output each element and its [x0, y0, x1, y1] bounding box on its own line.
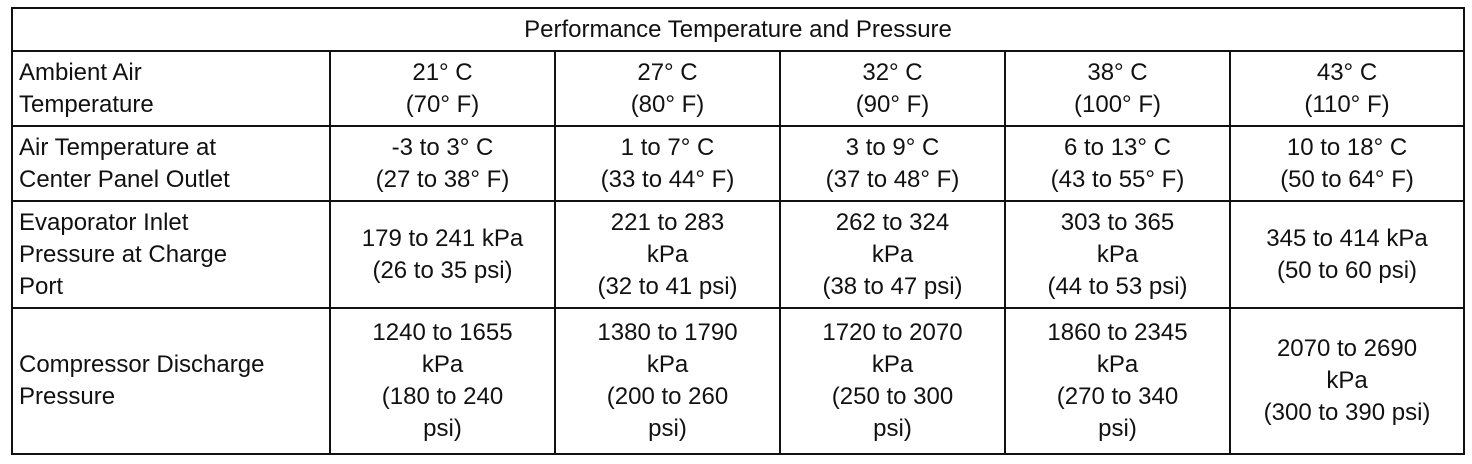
cell-line: (90° F): [855, 90, 930, 118]
table-row-compressor-discharge-pressure: Compressor Discharge Pressure 1240 to 16…: [11, 307, 1466, 455]
cell-line: (50 to 64° F): [1280, 165, 1414, 193]
cell-line: (37 to 48° F): [825, 165, 960, 193]
label-line: Compressor Discharge: [19, 351, 265, 379]
cell-line: -3 to 3° C: [391, 133, 494, 161]
row-label: Evaporator Inlet Pressure at Charge Port: [11, 200, 331, 310]
cell-line: (100° F): [1074, 90, 1161, 118]
label-line: Pressure at Charge: [19, 240, 228, 268]
table-cell: 2070 to 2690 kPa (300 to 390 psi): [1228, 307, 1466, 455]
cell-line: kPa: [871, 351, 914, 379]
cell-line: (26 to 35 psi): [372, 256, 513, 284]
cell-line: (44 to 53 psi): [1047, 272, 1188, 300]
table-cell: 6 to 13° C (43 to 55° F): [1004, 125, 1231, 203]
cell-line: 303 to 365: [1060, 208, 1175, 236]
table-cell: 1380 to 1790 kPa (200 to 260 psi): [554, 307, 781, 455]
table-row-center-panel-outlet: Air Temperature at Center Panel Outlet -…: [11, 125, 1466, 203]
table-cell: 27° C (80° F): [554, 50, 781, 128]
table-cell: 3 to 9° C (37 to 48° F): [779, 125, 1006, 203]
cell-line: (270 to 340: [1056, 383, 1179, 411]
table-cell: 303 to 365 kPa (44 to 53 psi): [1004, 200, 1231, 310]
table-row-ambient-air-temperature: Ambient Air Temperature 21° C (70° F) 27…: [11, 50, 1466, 128]
label-line: Ambient Air: [19, 58, 142, 86]
title-row: Performance Temperature and Pressure: [10, 6, 1466, 53]
cell-line: 345 to 414 kPa: [1266, 224, 1428, 252]
row-label: Compressor Discharge Pressure: [11, 307, 331, 455]
cell-line: kPa: [646, 240, 689, 268]
cell-line: 38° C: [1087, 58, 1148, 86]
cell-line: psi): [648, 415, 687, 443]
cell-line: kPa: [1096, 240, 1139, 268]
cell-line: 10 to 18° C: [1286, 133, 1408, 161]
cell-line: 32° C: [862, 58, 923, 86]
cell-line: 2070 to 2690: [1276, 335, 1418, 363]
cell-line: 3 to 9° C: [845, 133, 940, 161]
table-cell: 179 to 241 kPa (26 to 35 psi): [329, 200, 556, 310]
cell-line: (43 to 55° F): [1050, 165, 1185, 193]
row-label: Air Temperature at Center Panel Outlet: [11, 125, 331, 203]
cell-line: 21° C: [412, 58, 473, 86]
cell-line: 1720 to 2070: [822, 319, 963, 347]
cell-line: 43° C: [1316, 58, 1378, 86]
cell-line: kPa: [1096, 351, 1139, 379]
label-line: Evaporator Inlet: [19, 208, 189, 236]
label-line: Pressure: [19, 383, 116, 411]
cell-line: 1240 to 1655: [372, 319, 513, 347]
label-line: Temperature: [19, 90, 154, 118]
cell-line: kPa: [1326, 367, 1368, 395]
cell-line: (250 to 300: [831, 383, 954, 411]
cell-line: kPa: [871, 240, 914, 268]
cell-line: 262 to 324: [835, 208, 950, 236]
cell-line: kPa: [421, 351, 464, 379]
table-cell: 38° C (100° F): [1004, 50, 1231, 128]
label-line: Air Temperature at: [19, 133, 216, 161]
table-cell: 10 to 18° C (50 to 64° F): [1228, 125, 1466, 203]
table-cell: -3 to 3° C (27 to 38° F): [329, 125, 556, 203]
table-cell: 1720 to 2070 kPa (250 to 300 psi): [779, 307, 1006, 455]
cell-line: 1 to 7° C: [620, 133, 715, 161]
cell-line: 221 to 283: [610, 208, 725, 236]
cell-line: 1860 to 2345: [1047, 319, 1188, 347]
cell-line: 1380 to 1790: [597, 319, 738, 347]
cell-line: (38 to 47 psi): [822, 272, 963, 300]
label-line: Port: [19, 272, 64, 300]
table-cell: 345 to 414 kPa (50 to 60 psi): [1228, 200, 1466, 310]
table-cell: 32° C (90° F): [779, 50, 1006, 128]
cell-line: (32 to 41 psi): [597, 272, 738, 300]
row-label: Ambient Air Temperature: [11, 50, 331, 128]
table-cell: 21° C (70° F): [329, 50, 556, 128]
table-cell: 221 to 283 kPa (32 to 41 psi): [554, 200, 781, 310]
table-cell: 262 to 324 kPa (38 to 47 psi): [779, 200, 1006, 310]
label-line: Center Panel Outlet: [19, 165, 230, 193]
table-cell: 43° C (110° F): [1228, 50, 1466, 128]
cell-line: (180 to 240: [381, 383, 504, 411]
table-cell: 1860 to 2345 kPa (270 to 340 psi): [1004, 307, 1231, 455]
cell-line: (33 to 44° F): [600, 165, 735, 193]
performance-table: Performance Temperature and Pressure Amb…: [10, 6, 1466, 455]
cell-line: (80° F): [630, 90, 705, 118]
table-title: Performance Temperature and Pressure: [10, 6, 1466, 53]
cell-line: kPa: [646, 351, 689, 379]
cell-line: (70° F): [405, 90, 480, 118]
table-cell: 1 to 7° C (33 to 44° F): [554, 125, 781, 203]
cell-line: psi): [873, 415, 912, 443]
cell-line: 27° C: [637, 58, 698, 86]
cell-line: (50 to 60 psi): [1276, 256, 1418, 284]
cell-line: psi): [423, 415, 462, 443]
cell-line: 179 to 241 kPa: [361, 224, 524, 252]
cell-line: 6 to 13° C: [1064, 133, 1171, 161]
cell-line: (110° F): [1304, 90, 1390, 118]
table-row-evaporator-inlet-pressure: Evaporator Inlet Pressure at Charge Port…: [11, 200, 1466, 310]
cell-line: psi): [1098, 415, 1137, 443]
cell-line: (27 to 38° F): [375, 165, 510, 193]
table-cell: 1240 to 1655 kPa (180 to 240 psi): [329, 307, 556, 455]
cell-line: (300 to 390 psi): [1263, 399, 1431, 427]
cell-line: (200 to 260: [606, 383, 729, 411]
